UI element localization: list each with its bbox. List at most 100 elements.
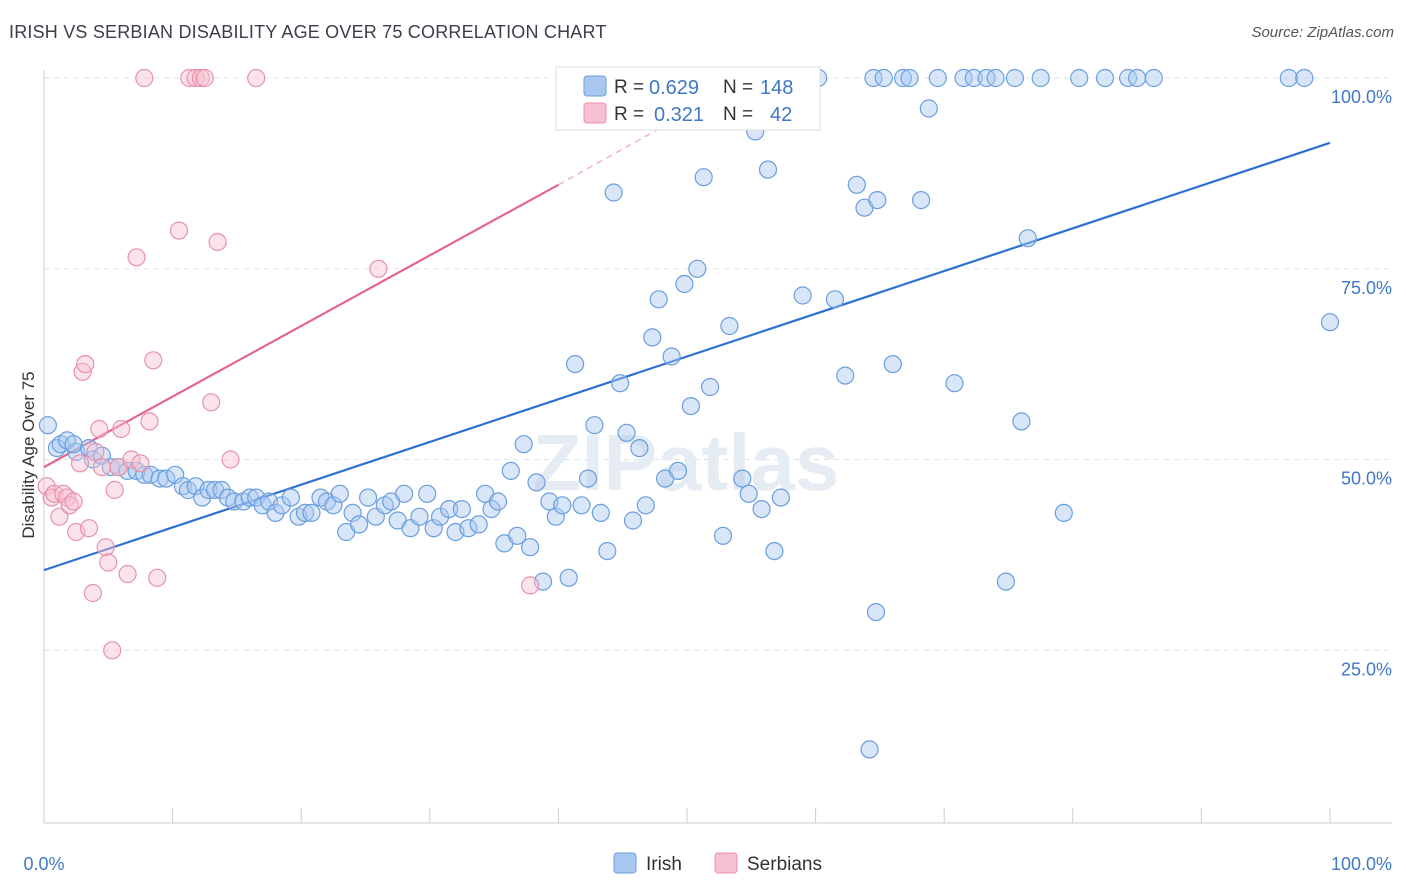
irish-point [578,469,598,488]
x-tick-label: 0.0% [23,854,64,874]
irish-point [501,461,520,480]
irish-point [643,328,662,347]
irish-point [572,496,591,515]
stats-irish-r-value: 0.629 [649,77,699,99]
irish-point [954,68,973,88]
irish-point [296,503,315,523]
serbians-point [103,641,122,660]
irish-point [662,347,681,366]
irish-point [64,435,83,454]
irish-point [452,500,471,519]
irish-point [847,175,866,194]
serbians-point [96,538,115,557]
irish-point [527,473,546,492]
irish-point [874,68,893,88]
stats-irish-n-label: N = [723,77,753,98]
serbians-point [90,419,109,439]
serbians-point [169,221,189,240]
stats-serbians-n-value: 42 [770,104,792,126]
serbians-point [195,68,214,88]
serbians-point [112,419,131,439]
irish-point [945,374,964,393]
serbians-point [64,492,83,511]
stats-box: R = 0.629 N = 148 R = 0.321 N = 42 [555,66,821,131]
legend-swatch-irish [613,852,637,874]
watermark: ZIPatlas [533,418,840,507]
irish-point [598,541,617,561]
legend: Irish Serbians [613,852,822,875]
irish-point [482,500,501,519]
irish-point [860,740,879,759]
serbians-point [99,553,118,572]
serbians-point [144,351,163,370]
irish-point [212,480,231,500]
serbians-point [122,450,141,469]
serbians-point [135,68,154,88]
irish-point [546,507,565,526]
irish-point [440,500,459,519]
serbians-point [148,568,167,587]
serbians-point [247,68,266,88]
irish-point [350,515,369,534]
serbians-point [369,259,388,278]
irish-point [1144,68,1163,88]
irish-point [630,439,649,458]
serbians-point [37,477,56,496]
stats-serbians-r-value: 0.321 [654,104,704,126]
irish-point [893,68,913,88]
irish-point [135,465,154,484]
irish-point [688,259,707,278]
irish-point [591,503,610,523]
irish-point [1095,68,1115,88]
x-tick-label: 100.0% [1331,854,1392,874]
axes [43,70,1392,824]
chart-source: Source: ZipAtlas.com [1251,24,1394,41]
irish-point [1295,68,1314,88]
irish-point [410,507,429,526]
irish-point [565,355,585,374]
serbians-trend-line [43,183,559,469]
irish-point [996,572,1016,591]
stats-irish-r-label: R = [614,77,644,98]
irish-point [324,496,343,515]
irish-point [604,183,623,202]
stats-irish-n-value: 148 [760,77,793,99]
serbians-point [50,507,69,526]
irish-point [281,488,300,507]
serbians-point [127,248,146,267]
irish-point [1070,68,1089,88]
irish-point [636,496,655,515]
irish-point [1012,412,1031,431]
irish-point [1320,313,1340,332]
irish-point [866,602,886,622]
irish-point [739,484,758,503]
irish-point [459,519,478,538]
serbians-point [140,412,159,431]
serbians-trend-extension [558,126,662,186]
irish-point [553,496,572,515]
irish-point [469,515,488,534]
irish-point [418,484,437,503]
irish-point [919,99,938,118]
irish-point [675,274,694,294]
y-tick-label: 100.0% [1331,87,1392,107]
y-tick-labels: 25.0% 50.0% 75.0% 100.0% [1331,87,1392,679]
irish-point [38,416,58,435]
irish-point [668,461,688,480]
serbians-point [70,454,90,473]
irish-point [302,503,321,523]
irish-point [713,526,733,545]
irish-point [266,503,285,523]
scatter-points [37,68,1340,759]
legend-label-irish: Irish [646,854,682,875]
irish-point [771,488,791,507]
irish-point [911,191,931,210]
serbians-point [92,458,112,477]
x-tick-labels: 0.0% 100.0% [23,854,1392,874]
irish-point [733,469,752,488]
irish-point [514,435,533,454]
irish-point [649,290,668,309]
serbians-point [76,355,95,374]
serbians-point [208,232,227,252]
